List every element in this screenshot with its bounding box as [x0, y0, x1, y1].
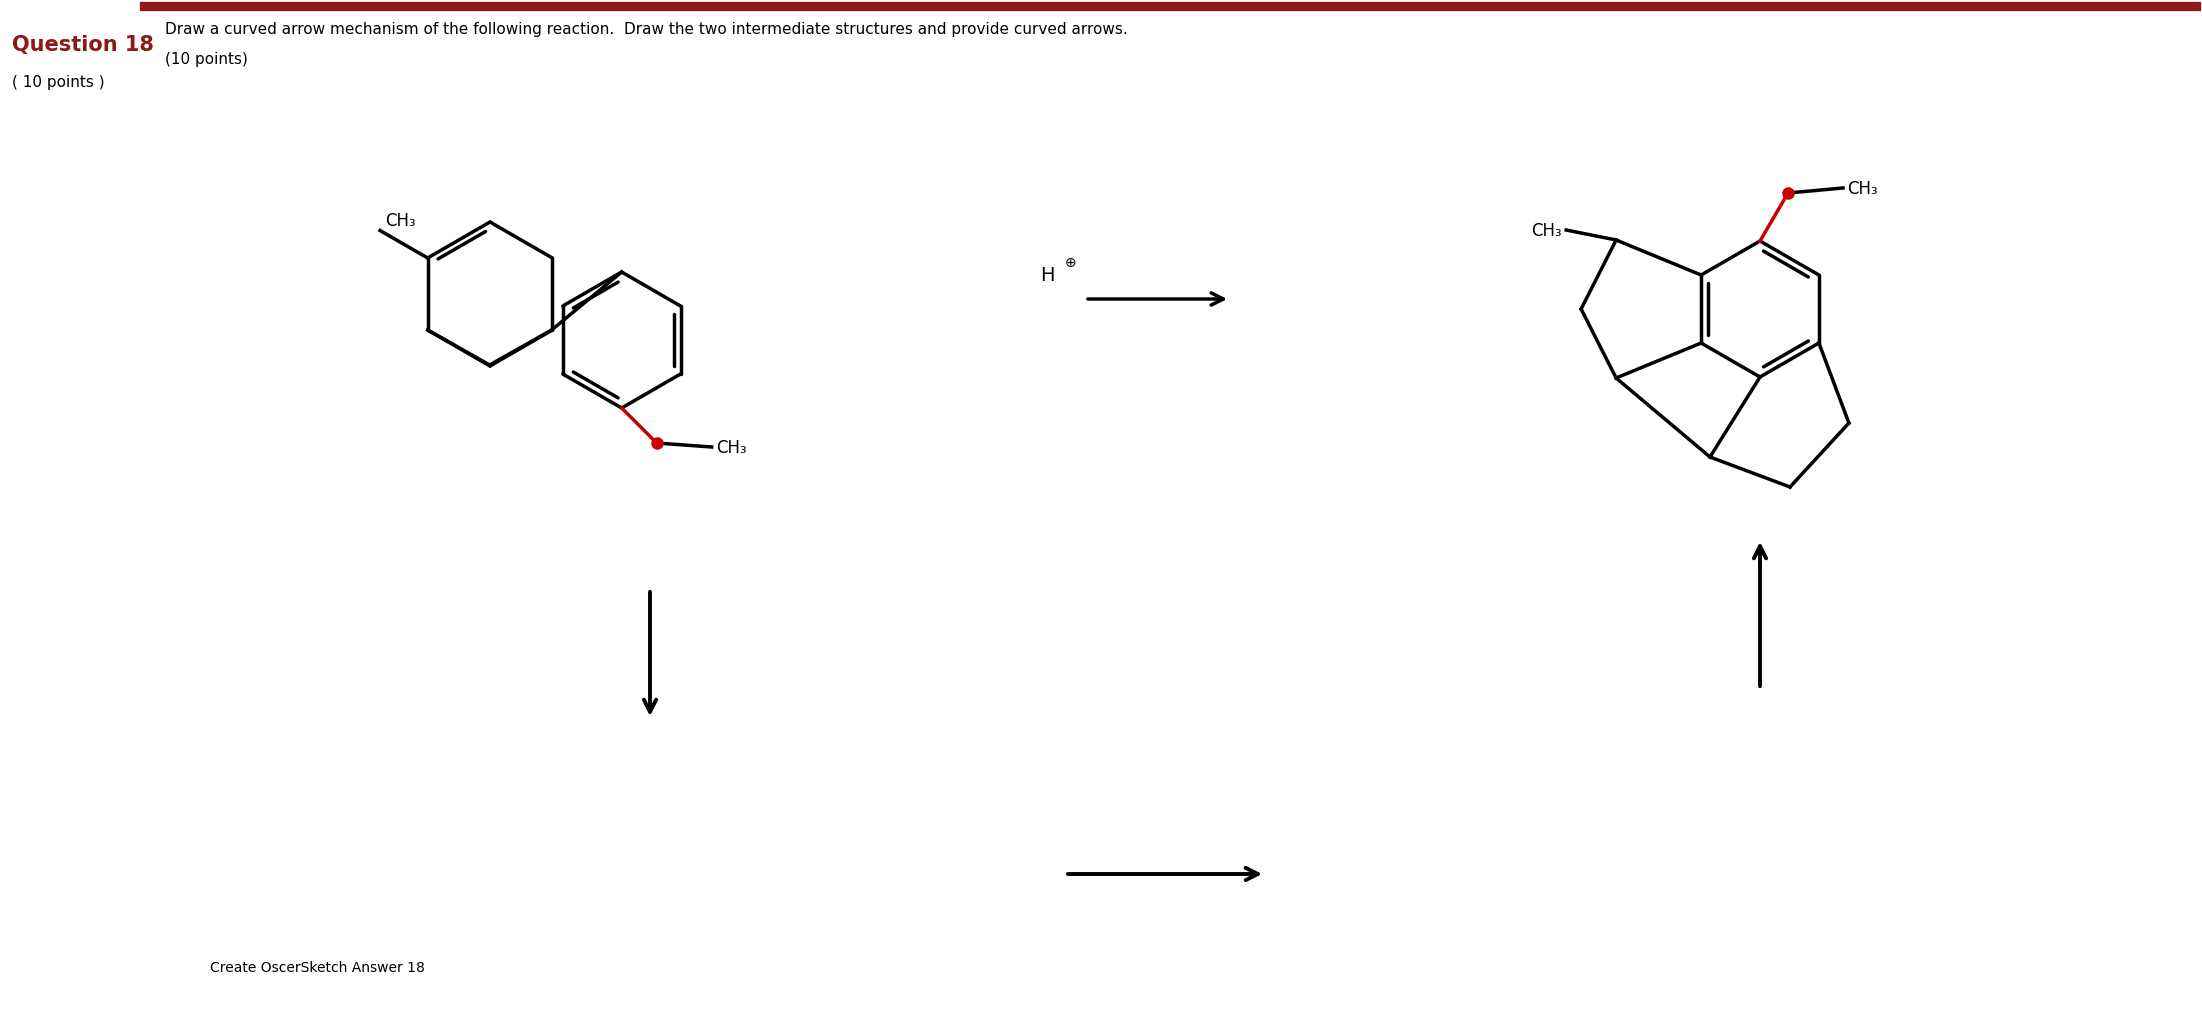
- Text: (10 points): (10 points): [165, 52, 249, 67]
- Text: CH₃: CH₃: [385, 211, 416, 229]
- Text: CH₃: CH₃: [716, 439, 746, 457]
- Text: Draw a curved arrow mechanism of the following reaction.  Draw the two intermedi: Draw a curved arrow mechanism of the fol…: [165, 22, 1127, 37]
- Text: Create OscerSketch Answer 18: Create OscerSketch Answer 18: [209, 960, 425, 974]
- Text: ( 10 points ): ( 10 points ): [11, 75, 106, 89]
- Text: H: H: [1042, 265, 1055, 284]
- Text: Question 18: Question 18: [11, 35, 154, 55]
- Bar: [141, 3, 2200, 11]
- Text: CH₃: CH₃: [1847, 180, 1878, 198]
- Text: ⊕: ⊕: [1066, 256, 1077, 270]
- Text: CH₃: CH₃: [1530, 221, 1561, 240]
